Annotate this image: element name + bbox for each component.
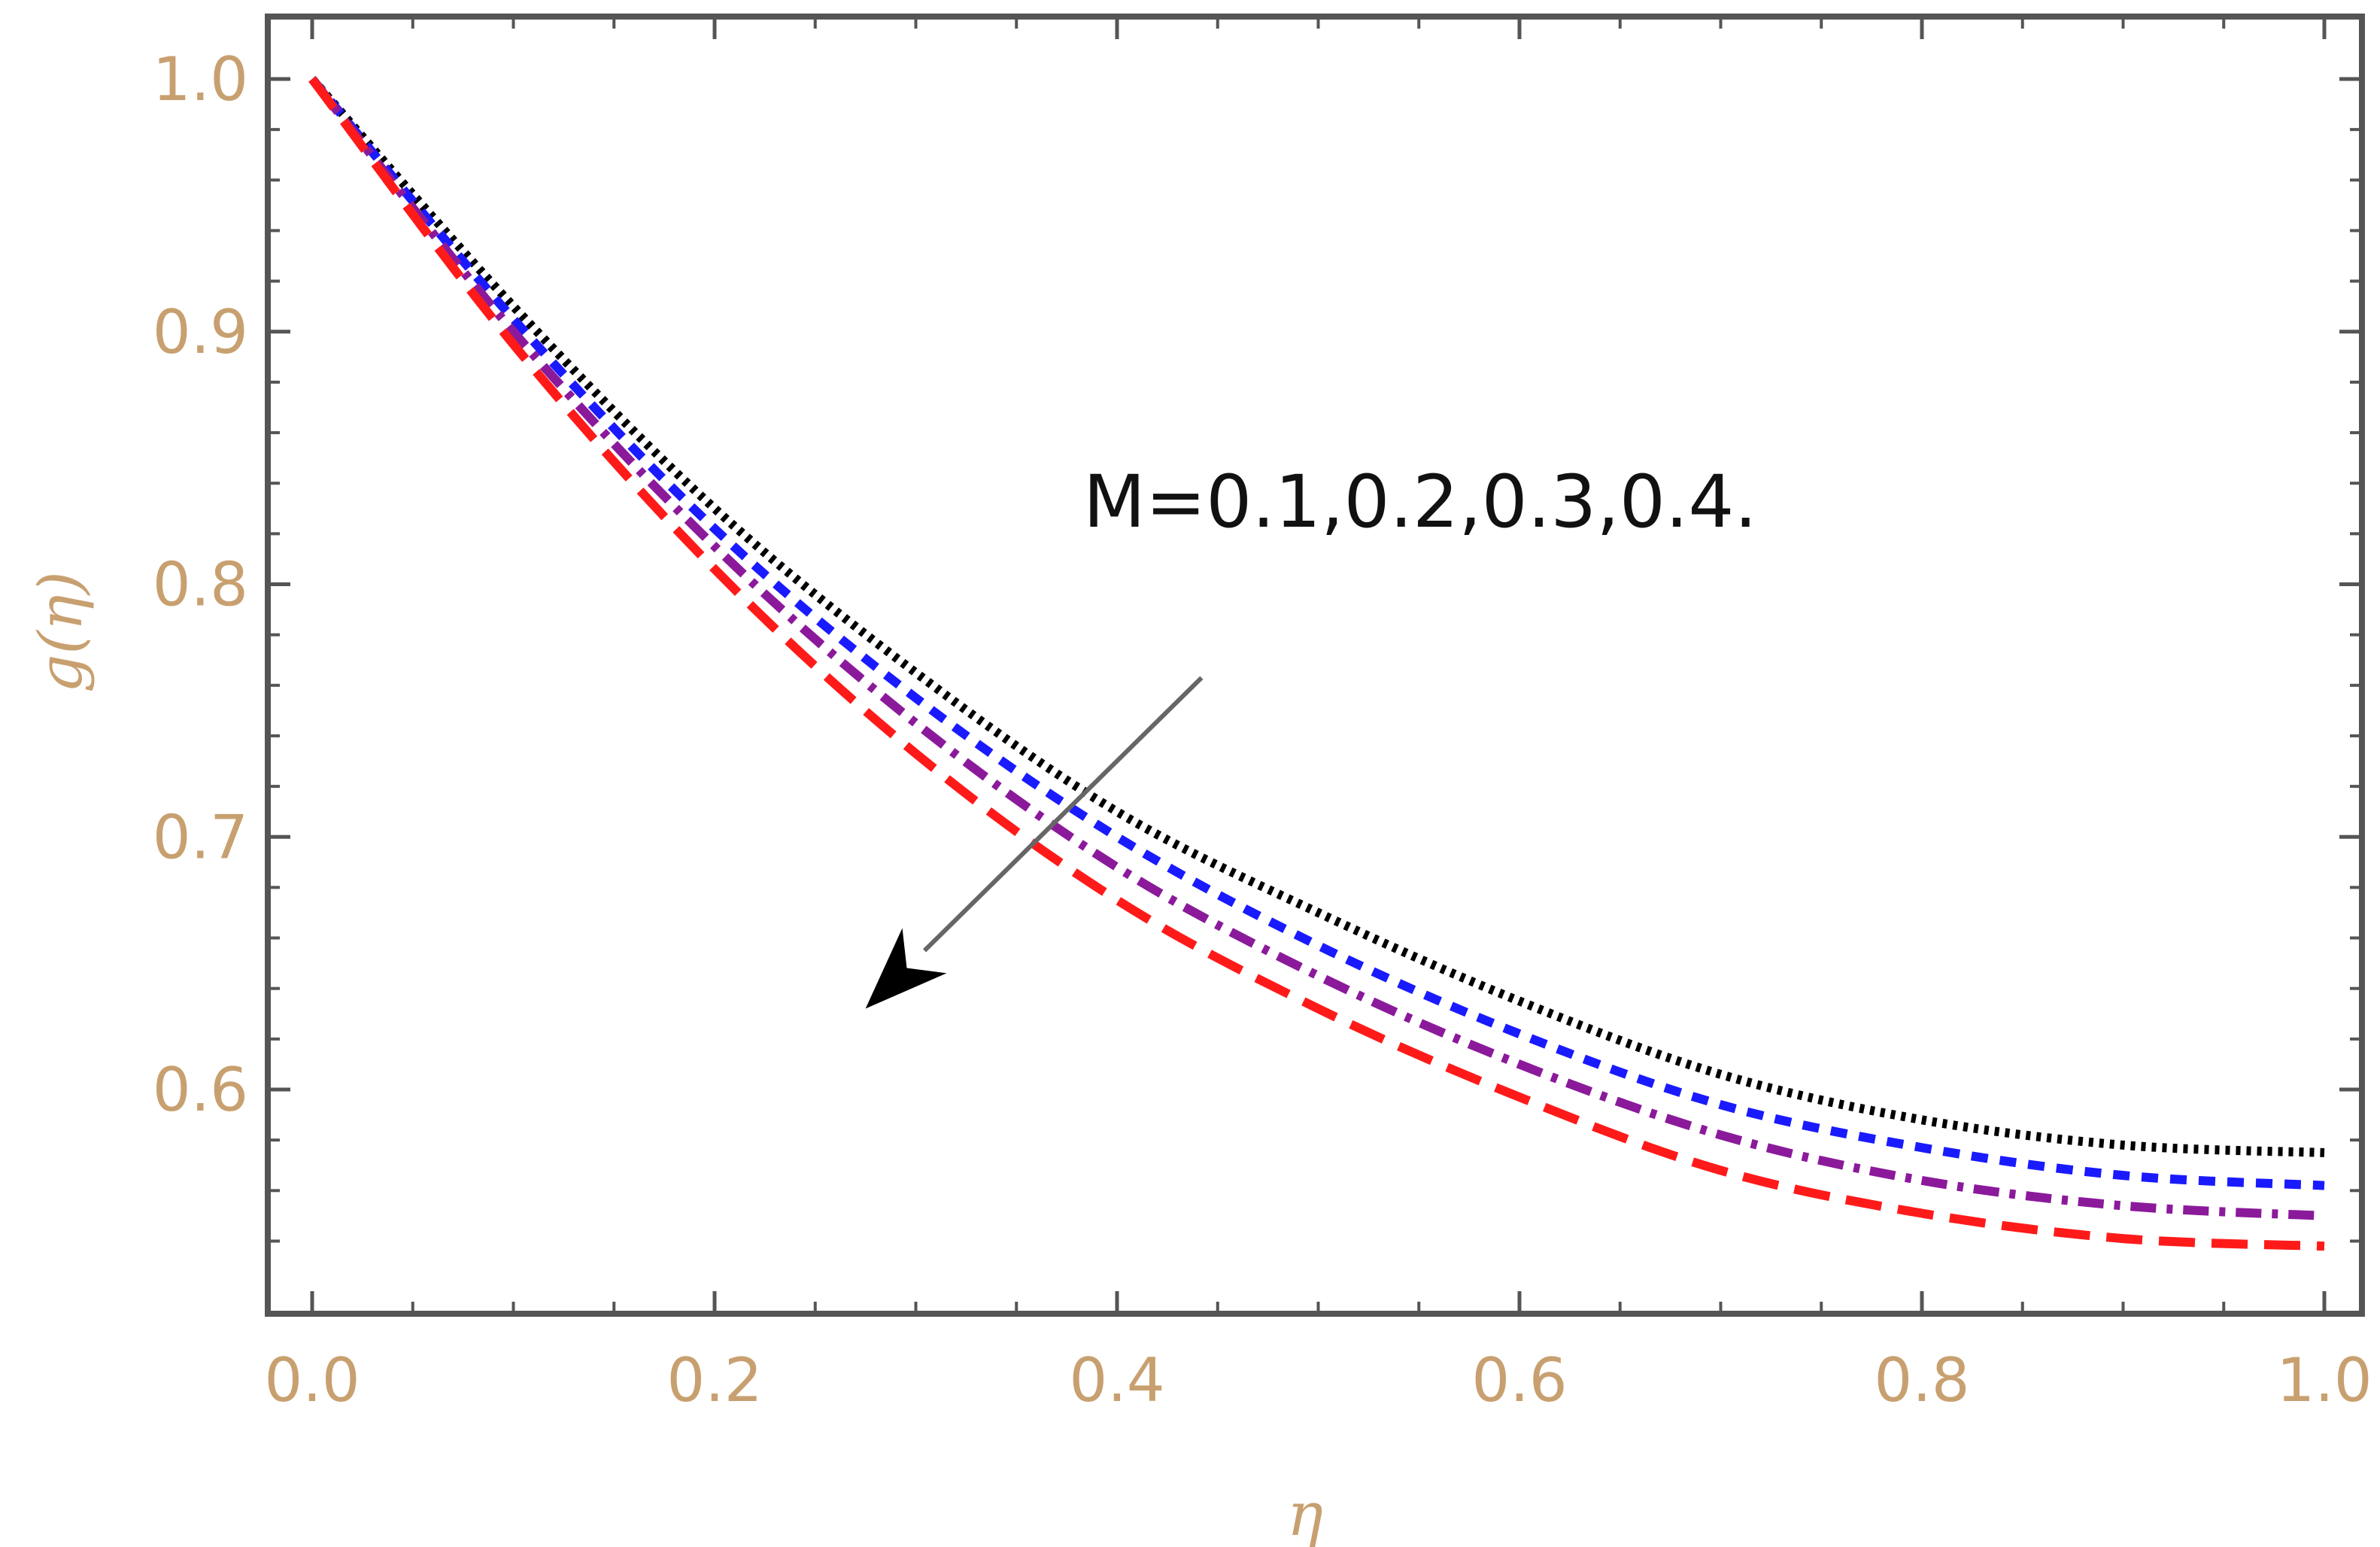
- series-group: [308, 76, 2325, 1251]
- x-tick-label: 0.4: [1069, 1345, 1164, 1415]
- annotation-arrow-head: [865, 928, 947, 1009]
- y-tick-label: 0.6: [153, 1055, 248, 1125]
- series-line-3: [308, 76, 2325, 1220]
- x-tick-label: 0.2: [666, 1345, 762, 1415]
- y-tick-label: 1.0: [153, 44, 248, 114]
- annotation-arrow-shaft: [922, 676, 1204, 953]
- x-tick-label: 1.0: [2276, 1345, 2372, 1415]
- annotation-group: M=0.1,0.2,0.3,0.4.: [865, 460, 1757, 1009]
- plot-frame: [265, 14, 2365, 1317]
- x-tick-label: 0.6: [1471, 1345, 1567, 1415]
- y-tick-label: 0.8: [153, 550, 248, 620]
- ticks: 0.0 0.2 0.4 0.6 0.8 1.0 0.6 0.7 0.8 0.9 1.0: [153, 17, 2372, 1415]
- x-tick-label: 0.8: [1874, 1345, 1969, 1415]
- y-tick-label: 0.9: [153, 297, 248, 367]
- y-tick-label: 0.7: [153, 802, 248, 872]
- x-tick-label: 0.0: [264, 1345, 360, 1415]
- series-line-1: [308, 76, 2325, 1157]
- x-axis-label: η: [1287, 1479, 1323, 1547]
- series-line-4: [308, 76, 2325, 1251]
- annotation-text: M=0.1,0.2,0.3,0.4.: [1083, 460, 1757, 544]
- y-axis-label: g(η): [26, 571, 96, 693]
- series-line-2: [308, 76, 2325, 1190]
